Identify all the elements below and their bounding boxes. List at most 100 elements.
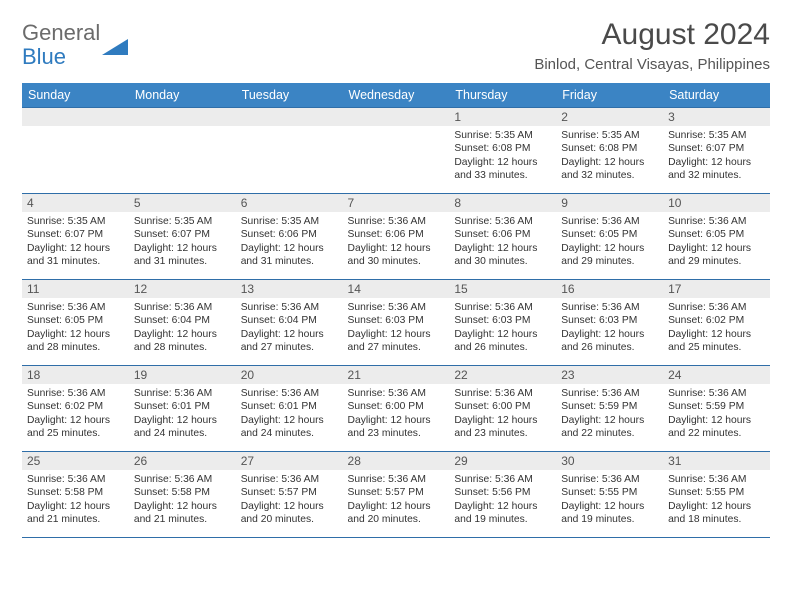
daynum-empty bbox=[343, 108, 450, 126]
day-details: Sunrise: 5:36 AMSunset: 6:02 PMDaylight:… bbox=[663, 298, 770, 359]
calendar-cell: 15Sunrise: 5:36 AMSunset: 6:03 PMDayligh… bbox=[449, 280, 556, 366]
day-number: 2 bbox=[556, 108, 663, 126]
calendar-cell: 10Sunrise: 5:36 AMSunset: 6:05 PMDayligh… bbox=[663, 194, 770, 280]
calendar-cell: 26Sunrise: 5:36 AMSunset: 5:58 PMDayligh… bbox=[129, 452, 236, 538]
day-details: Sunrise: 5:36 AMSunset: 6:05 PMDaylight:… bbox=[22, 298, 129, 359]
day-details: Sunrise: 5:35 AMSunset: 6:07 PMDaylight:… bbox=[663, 126, 770, 187]
day-details: Sunrise: 5:36 AMSunset: 6:03 PMDaylight:… bbox=[343, 298, 450, 359]
day-details: Sunrise: 5:36 AMSunset: 6:01 PMDaylight:… bbox=[129, 384, 236, 445]
calendar-cell: 11Sunrise: 5:36 AMSunset: 6:05 PMDayligh… bbox=[22, 280, 129, 366]
day-number: 12 bbox=[129, 280, 236, 298]
calendar-cell-empty bbox=[343, 108, 450, 194]
calendar-cell: 5Sunrise: 5:35 AMSunset: 6:07 PMDaylight… bbox=[129, 194, 236, 280]
calendar-cell: 29Sunrise: 5:36 AMSunset: 5:56 PMDayligh… bbox=[449, 452, 556, 538]
day-details: Sunrise: 5:36 AMSunset: 6:03 PMDaylight:… bbox=[449, 298, 556, 359]
calendar-cell: 30Sunrise: 5:36 AMSunset: 5:55 PMDayligh… bbox=[556, 452, 663, 538]
day-details: Sunrise: 5:36 AMSunset: 5:58 PMDaylight:… bbox=[129, 470, 236, 531]
weekday-header: Thursday bbox=[449, 83, 556, 108]
day-details: Sunrise: 5:35 AMSunset: 6:06 PMDaylight:… bbox=[236, 212, 343, 273]
calendar-cell: 6Sunrise: 5:35 AMSunset: 6:06 PMDaylight… bbox=[236, 194, 343, 280]
day-number: 23 bbox=[556, 366, 663, 384]
day-details: Sunrise: 5:36 AMSunset: 6:06 PMDaylight:… bbox=[343, 212, 450, 273]
day-details: Sunrise: 5:35 AMSunset: 6:08 PMDaylight:… bbox=[449, 126, 556, 187]
weekday-header: Saturday bbox=[663, 83, 770, 108]
calendar-cell: 12Sunrise: 5:36 AMSunset: 6:04 PMDayligh… bbox=[129, 280, 236, 366]
day-details: Sunrise: 5:36 AMSunset: 6:01 PMDaylight:… bbox=[236, 384, 343, 445]
calendar-cell: 22Sunrise: 5:36 AMSunset: 6:00 PMDayligh… bbox=[449, 366, 556, 452]
day-number: 6 bbox=[236, 194, 343, 212]
calendar-cell-empty bbox=[129, 108, 236, 194]
day-number: 29 bbox=[449, 452, 556, 470]
calendar-cell: 18Sunrise: 5:36 AMSunset: 6:02 PMDayligh… bbox=[22, 366, 129, 452]
calendar-cell: 20Sunrise: 5:36 AMSunset: 6:01 PMDayligh… bbox=[236, 366, 343, 452]
day-details: Sunrise: 5:35 AMSunset: 6:07 PMDaylight:… bbox=[129, 212, 236, 273]
calendar-cell: 28Sunrise: 5:36 AMSunset: 5:57 PMDayligh… bbox=[343, 452, 450, 538]
day-details: Sunrise: 5:36 AMSunset: 5:59 PMDaylight:… bbox=[663, 384, 770, 445]
header: General Blue August 2024 Binlod, Central… bbox=[22, 18, 770, 73]
day-number: 30 bbox=[556, 452, 663, 470]
calendar-cell: 27Sunrise: 5:36 AMSunset: 5:57 PMDayligh… bbox=[236, 452, 343, 538]
day-details: Sunrise: 5:36 AMSunset: 6:06 PMDaylight:… bbox=[449, 212, 556, 273]
calendar-row: 1Sunrise: 5:35 AMSunset: 6:08 PMDaylight… bbox=[22, 108, 770, 194]
logo-word1: General bbox=[22, 22, 100, 44]
day-number: 11 bbox=[22, 280, 129, 298]
day-number: 17 bbox=[663, 280, 770, 298]
calendar-cell: 4Sunrise: 5:35 AMSunset: 6:07 PMDaylight… bbox=[22, 194, 129, 280]
day-number: 19 bbox=[129, 366, 236, 384]
day-details: Sunrise: 5:36 AMSunset: 5:57 PMDaylight:… bbox=[236, 470, 343, 531]
day-number: 18 bbox=[22, 366, 129, 384]
calendar-row: 4Sunrise: 5:35 AMSunset: 6:07 PMDaylight… bbox=[22, 194, 770, 280]
month-title: August 2024 bbox=[534, 18, 770, 52]
day-number: 22 bbox=[449, 366, 556, 384]
day-number: 27 bbox=[236, 452, 343, 470]
day-details: Sunrise: 5:36 AMSunset: 6:03 PMDaylight:… bbox=[556, 298, 663, 359]
calendar-cell: 1Sunrise: 5:35 AMSunset: 6:08 PMDaylight… bbox=[449, 108, 556, 194]
day-details: Sunrise: 5:36 AMSunset: 6:05 PMDaylight:… bbox=[663, 212, 770, 273]
day-number: 24 bbox=[663, 366, 770, 384]
calendar-cell-empty bbox=[236, 108, 343, 194]
weekday-row: SundayMondayTuesdayWednesdayThursdayFrid… bbox=[22, 83, 770, 108]
calendar-cell: 9Sunrise: 5:36 AMSunset: 6:05 PMDaylight… bbox=[556, 194, 663, 280]
day-number: 4 bbox=[22, 194, 129, 212]
day-number: 26 bbox=[129, 452, 236, 470]
calendar-cell: 13Sunrise: 5:36 AMSunset: 6:04 PMDayligh… bbox=[236, 280, 343, 366]
calendar-cell: 2Sunrise: 5:35 AMSunset: 6:08 PMDaylight… bbox=[556, 108, 663, 194]
calendar-cell: 7Sunrise: 5:36 AMSunset: 6:06 PMDaylight… bbox=[343, 194, 450, 280]
day-number: 15 bbox=[449, 280, 556, 298]
calendar-cell: 24Sunrise: 5:36 AMSunset: 5:59 PMDayligh… bbox=[663, 366, 770, 452]
calendar-cell: 25Sunrise: 5:36 AMSunset: 5:58 PMDayligh… bbox=[22, 452, 129, 538]
day-number: 14 bbox=[343, 280, 450, 298]
day-details: Sunrise: 5:35 AMSunset: 6:07 PMDaylight:… bbox=[22, 212, 129, 273]
calendar-cell-empty bbox=[22, 108, 129, 194]
day-details: Sunrise: 5:36 AMSunset: 5:58 PMDaylight:… bbox=[22, 470, 129, 531]
logo-triangle-icon bbox=[102, 33, 128, 60]
day-number: 13 bbox=[236, 280, 343, 298]
calendar-cell: 8Sunrise: 5:36 AMSunset: 6:06 PMDaylight… bbox=[449, 194, 556, 280]
daynum-empty bbox=[129, 108, 236, 126]
day-number: 3 bbox=[663, 108, 770, 126]
daynum-empty bbox=[22, 108, 129, 126]
logo: General Blue bbox=[22, 22, 128, 70]
weekday-header: Monday bbox=[129, 83, 236, 108]
day-details: Sunrise: 5:36 AMSunset: 5:57 PMDaylight:… bbox=[343, 470, 450, 531]
day-details: Sunrise: 5:36 AMSunset: 5:56 PMDaylight:… bbox=[449, 470, 556, 531]
calendar-cell: 23Sunrise: 5:36 AMSunset: 5:59 PMDayligh… bbox=[556, 366, 663, 452]
day-number: 20 bbox=[236, 366, 343, 384]
calendar-row: 11Sunrise: 5:36 AMSunset: 6:05 PMDayligh… bbox=[22, 280, 770, 366]
day-details: Sunrise: 5:36 AMSunset: 6:04 PMDaylight:… bbox=[129, 298, 236, 359]
weekday-header: Sunday bbox=[22, 83, 129, 108]
day-number: 8 bbox=[449, 194, 556, 212]
day-number: 5 bbox=[129, 194, 236, 212]
day-number: 10 bbox=[663, 194, 770, 212]
logo-word2: Blue bbox=[22, 44, 66, 70]
day-details: Sunrise: 5:36 AMSunset: 6:00 PMDaylight:… bbox=[343, 384, 450, 445]
day-number: 9 bbox=[556, 194, 663, 212]
day-details: Sunrise: 5:36 AMSunset: 6:00 PMDaylight:… bbox=[449, 384, 556, 445]
calendar-body: 1Sunrise: 5:35 AMSunset: 6:08 PMDaylight… bbox=[22, 108, 770, 538]
calendar-cell: 16Sunrise: 5:36 AMSunset: 6:03 PMDayligh… bbox=[556, 280, 663, 366]
day-number: 16 bbox=[556, 280, 663, 298]
day-details: Sunrise: 5:35 AMSunset: 6:08 PMDaylight:… bbox=[556, 126, 663, 187]
weekday-header: Tuesday bbox=[236, 83, 343, 108]
weekday-header: Wednesday bbox=[343, 83, 450, 108]
location: Binlod, Central Visayas, Philippines bbox=[534, 56, 770, 73]
